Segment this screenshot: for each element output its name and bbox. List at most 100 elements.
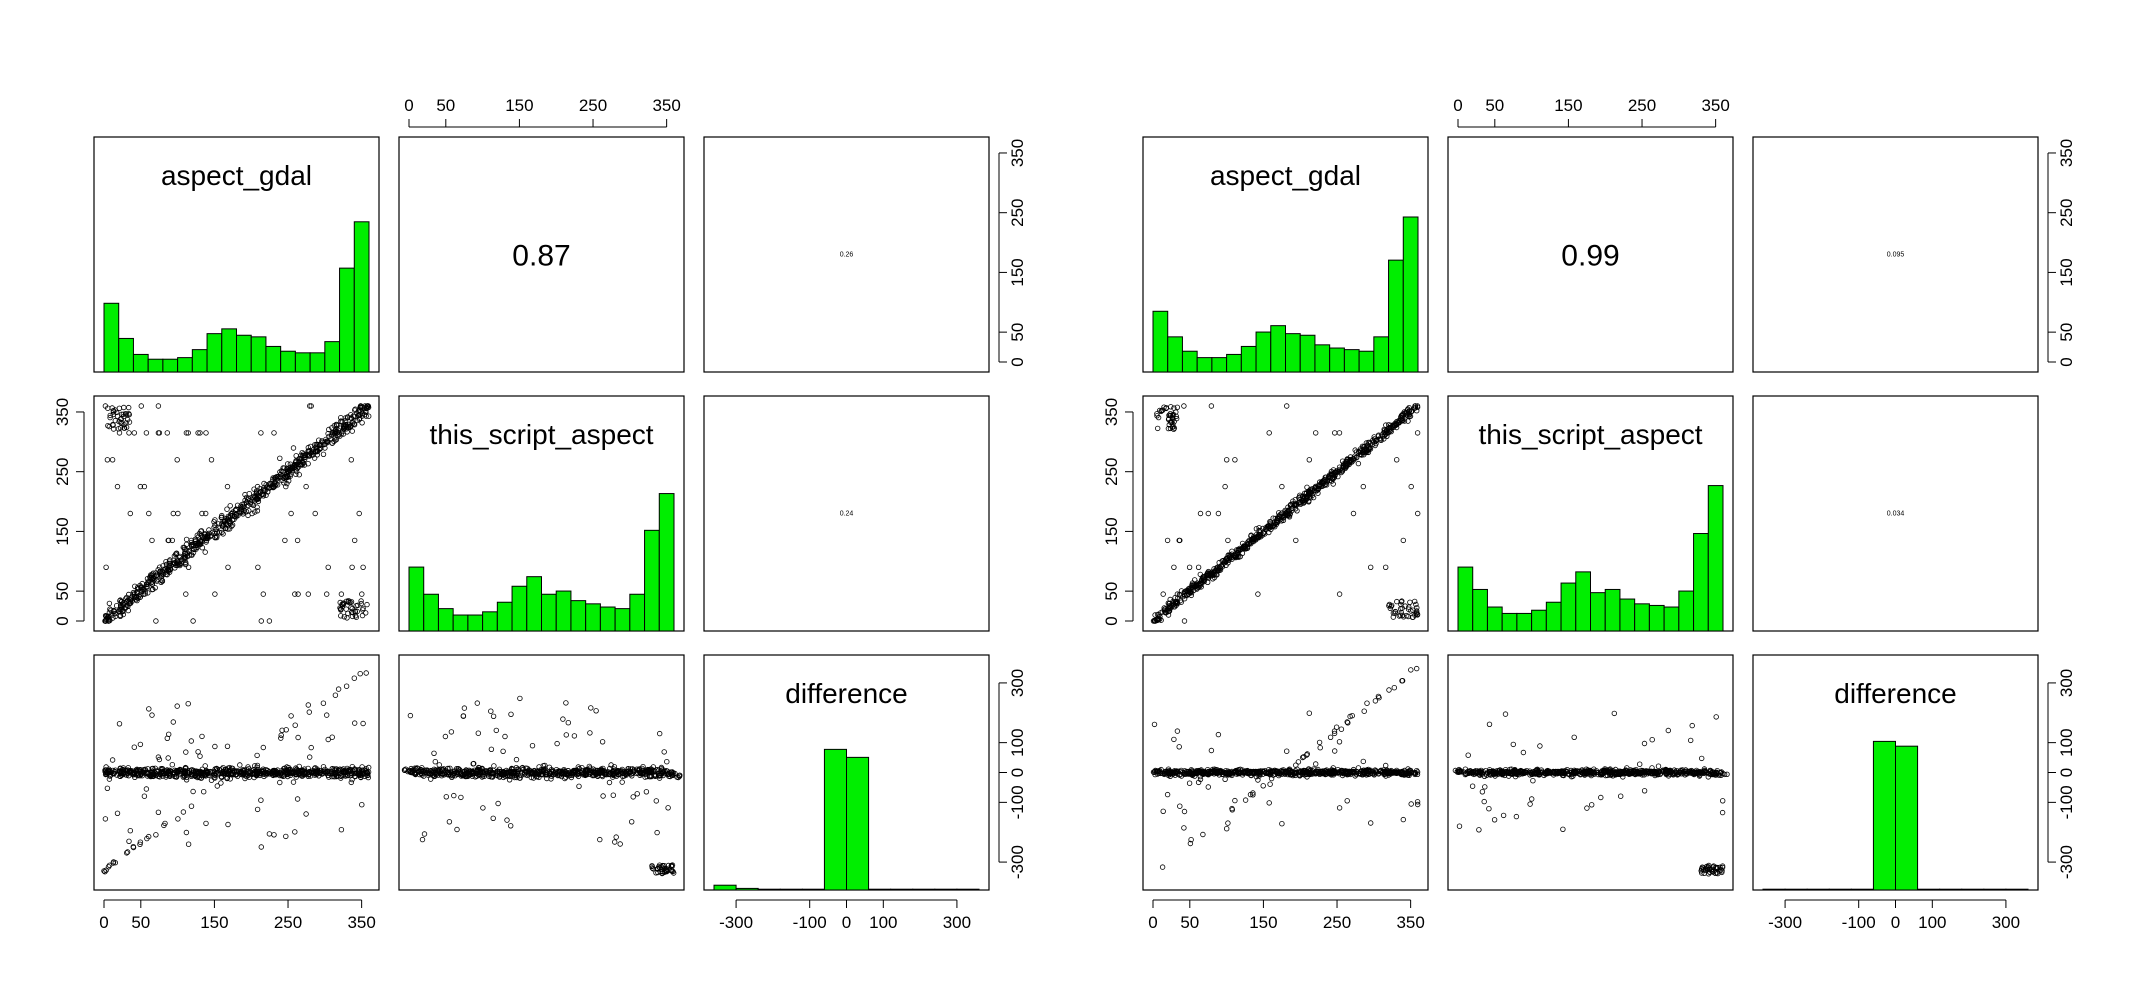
histogram-bar xyxy=(1829,889,1851,890)
scatter-point xyxy=(186,842,191,847)
scatter-point xyxy=(618,842,623,847)
scatter-point xyxy=(1318,745,1323,750)
histogram-bar xyxy=(1591,593,1606,631)
scatter-point xyxy=(1233,798,1238,803)
scatter-point xyxy=(165,736,170,741)
scatter-point xyxy=(204,821,209,826)
scatter-point xyxy=(365,602,370,607)
histogram-bar xyxy=(1851,889,1873,890)
scatter-point xyxy=(1223,777,1228,782)
scatter-point xyxy=(489,709,494,714)
tick-label: 300 xyxy=(943,913,971,932)
histogram-bar xyxy=(659,494,674,631)
scatter-point xyxy=(336,687,341,692)
scatter-point xyxy=(577,784,582,789)
scatter-difference-vs-gdal xyxy=(102,671,371,874)
scatter-point xyxy=(449,730,454,735)
histogram-bar xyxy=(1359,351,1374,372)
histogram-bar xyxy=(1241,346,1256,372)
scatter-point xyxy=(324,592,329,597)
scatter-point xyxy=(614,835,619,840)
histogram-bar xyxy=(104,303,119,372)
histogram-bar xyxy=(1984,889,2006,890)
scatter-point xyxy=(1395,599,1400,604)
scatter-point xyxy=(492,764,497,769)
scatter-point xyxy=(324,713,329,718)
scatter-point xyxy=(509,712,514,717)
scatter-point xyxy=(128,511,133,516)
scatter-point xyxy=(1172,565,1177,570)
scatter-point xyxy=(144,431,149,436)
scatter-point xyxy=(1307,458,1312,463)
scatter-point xyxy=(293,830,298,835)
histogram-bar xyxy=(1271,326,1286,372)
scatter-difference-vs-this-script xyxy=(402,696,682,876)
diagonal-label-aspect_gdal: aspect_gdal xyxy=(1210,160,1361,191)
histogram-bar xyxy=(1546,602,1561,631)
scatter-point xyxy=(505,818,510,823)
scatter-point xyxy=(1224,826,1229,831)
scatter-point xyxy=(225,484,230,489)
scatter-point xyxy=(106,423,111,428)
scatter-point xyxy=(297,472,302,477)
scatter-point xyxy=(107,863,112,868)
scatter-point xyxy=(1337,740,1342,745)
histogram-bar xyxy=(869,889,891,890)
tick-label: 350 xyxy=(652,96,680,115)
scatter-point xyxy=(357,511,362,516)
histogram-bar xyxy=(1212,358,1227,372)
histogram-bar xyxy=(1403,217,1418,372)
histogram-bar xyxy=(251,337,266,372)
tick-label: 350 xyxy=(53,398,72,426)
scatter-point xyxy=(1223,484,1228,489)
scatter-point xyxy=(1226,821,1231,826)
scatter-point xyxy=(433,759,438,764)
histogram-bar xyxy=(133,354,148,372)
histogram-bar xyxy=(468,615,483,631)
scatter-point xyxy=(1368,565,1373,570)
scatter-point xyxy=(126,405,131,410)
scatter-point xyxy=(1387,688,1392,693)
scatter-point xyxy=(128,828,133,833)
histogram-bar xyxy=(1605,589,1620,631)
scatter-point xyxy=(1182,619,1187,624)
scatter-point xyxy=(1337,431,1342,436)
scatter-point xyxy=(104,565,109,570)
correlation-value: 0.87 xyxy=(512,240,570,273)
scatter-point xyxy=(657,731,662,736)
scatter-point xyxy=(339,827,344,832)
histogram-bar xyxy=(1873,741,1895,890)
tick-label: 350 xyxy=(1008,139,1027,167)
histogram-bar xyxy=(913,889,935,890)
histogram-bar xyxy=(192,350,207,372)
scatter-point xyxy=(1178,804,1183,809)
scatter-point xyxy=(1351,511,1356,516)
scatter-point xyxy=(1182,404,1187,409)
scatter-point xyxy=(1409,802,1414,807)
scatter-point xyxy=(326,565,331,570)
histogram-bar xyxy=(556,591,571,631)
scatter-point xyxy=(170,762,175,767)
scatter-point xyxy=(147,511,152,516)
scatter-point xyxy=(1256,592,1261,597)
histogram-bar xyxy=(714,885,736,890)
scatter-point xyxy=(555,741,560,746)
histogram-difference xyxy=(1763,741,2028,890)
tick-label: 150 xyxy=(53,517,72,545)
scatter-point xyxy=(1470,784,1475,789)
scatter-point xyxy=(267,832,272,837)
histogram-bar xyxy=(824,749,846,890)
scatter-point xyxy=(198,754,203,759)
tick-label: 0 xyxy=(1008,768,1027,777)
histogram-bar xyxy=(1227,354,1242,372)
scatter-point xyxy=(501,749,506,754)
scatter-point xyxy=(1161,592,1166,597)
histogram-bar xyxy=(1182,351,1197,372)
scatter-point xyxy=(601,794,606,799)
scatter-point xyxy=(165,431,170,436)
scatter-point xyxy=(666,806,671,811)
scatter-point xyxy=(589,706,594,711)
scatter-point xyxy=(629,820,634,825)
scatter-point xyxy=(154,833,159,838)
scatter-point xyxy=(452,793,457,798)
